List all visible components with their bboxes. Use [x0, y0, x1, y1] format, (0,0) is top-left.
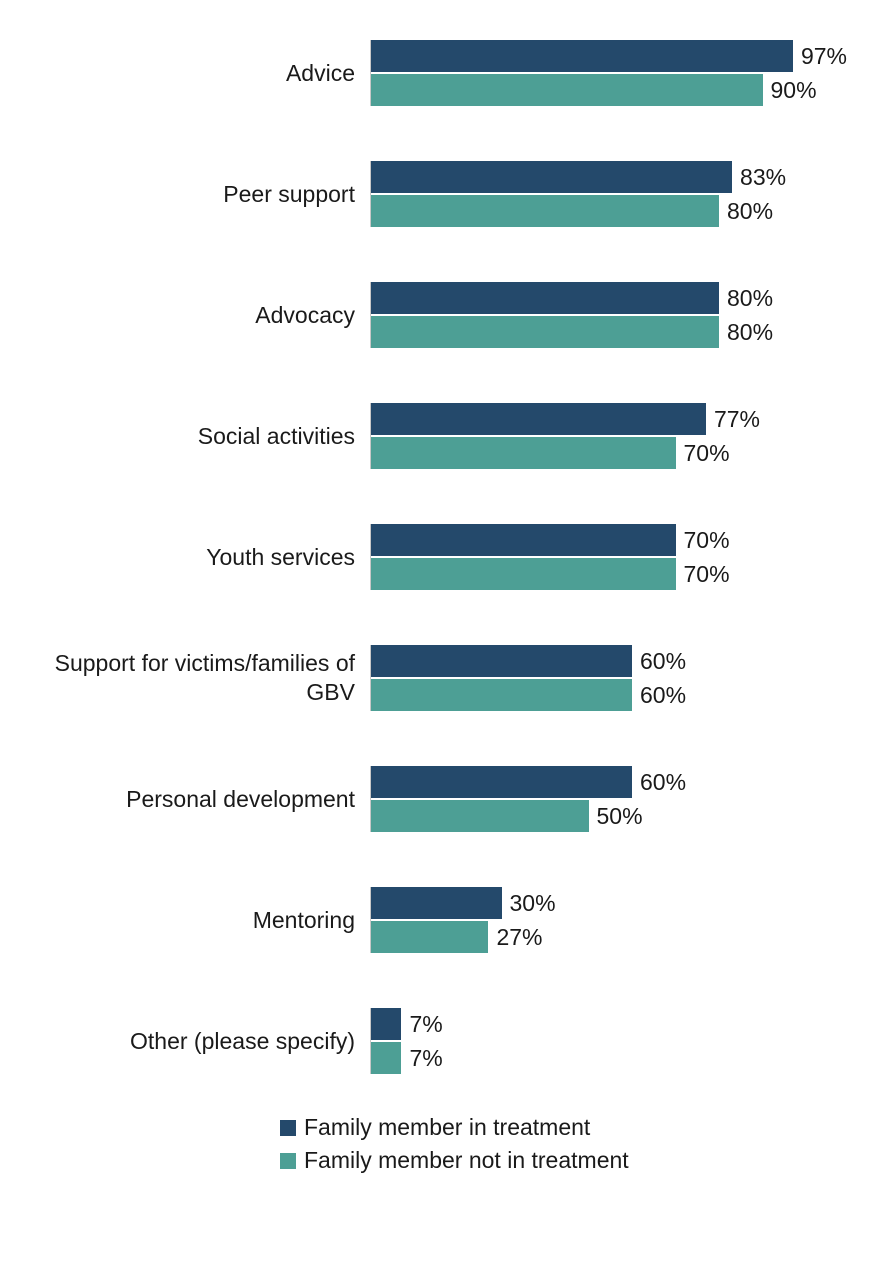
category-group: Youth services70%70%: [20, 524, 862, 590]
bars-wrap: 77%70%: [370, 403, 862, 469]
category-label: Peer support: [20, 180, 370, 209]
category-group: Advice97%90%: [20, 40, 862, 106]
bar: [371, 558, 676, 590]
bar-value-label: 83%: [740, 164, 786, 191]
bar-value-label: 60%: [640, 682, 686, 709]
bar-row: 7%: [371, 1042, 862, 1074]
bar: [371, 161, 732, 193]
bars-wrap: 70%70%: [370, 524, 862, 590]
category-label: Mentoring: [20, 906, 370, 935]
bar-value-label: 7%: [409, 1045, 442, 1072]
bar-row: 30%: [371, 887, 862, 919]
bar-row: 90%: [371, 74, 862, 106]
bar-value-label: 70%: [684, 440, 730, 467]
bar-value-label: 90%: [771, 77, 817, 104]
bar-value-label: 60%: [640, 648, 686, 675]
bar-value-label: 50%: [597, 803, 643, 830]
category-group: Social activities77%70%: [20, 403, 862, 469]
bar: [371, 74, 763, 106]
bar-row: 83%: [371, 161, 862, 193]
legend-swatch: [280, 1153, 296, 1169]
chart-container: Advice97%90%Peer support83%80%Advocacy80…: [0, 0, 882, 1210]
legend: Family member in treatment Family member …: [280, 1114, 862, 1174]
bar-row: 50%: [371, 800, 862, 832]
bar: [371, 195, 719, 227]
bar-value-label: 27%: [496, 924, 542, 951]
category-group: Other (please specify)7%7%: [20, 1008, 862, 1074]
bar-row: 70%: [371, 524, 862, 556]
bar-row: 7%: [371, 1008, 862, 1040]
category-group: Peer support83%80%: [20, 161, 862, 227]
bar-value-label: 30%: [510, 890, 556, 917]
bar-value-label: 80%: [727, 319, 773, 346]
bar-value-label: 7%: [409, 1011, 442, 1038]
bar: [371, 282, 719, 314]
bar: [371, 679, 632, 711]
bar-value-label: 80%: [727, 198, 773, 225]
bars-wrap: 7%7%: [370, 1008, 862, 1074]
bar-row: 80%: [371, 195, 862, 227]
bar-value-label: 60%: [640, 769, 686, 796]
bar: [371, 766, 632, 798]
bar-row: 97%: [371, 40, 862, 72]
bar-row: 60%: [371, 679, 862, 711]
category-label: Advocacy: [20, 301, 370, 330]
chart-area: Advice97%90%Peer support83%80%Advocacy80…: [20, 40, 862, 1104]
category-label: Other (please specify): [20, 1027, 370, 1056]
category-group: Personal development60%50%: [20, 766, 862, 832]
bar: [371, 645, 632, 677]
category-label: Support for victims/families of GBV: [20, 649, 370, 707]
bar-value-label: 77%: [714, 406, 760, 433]
bar: [371, 1042, 401, 1074]
bars-wrap: 80%80%: [370, 282, 862, 348]
bar-row: 60%: [371, 645, 862, 677]
bars-wrap: 60%50%: [370, 766, 862, 832]
bar: [371, 524, 676, 556]
legend-label: Family member not in treatment: [304, 1147, 629, 1174]
bar-row: 70%: [371, 558, 862, 590]
bars-wrap: 83%80%: [370, 161, 862, 227]
bar-row: 60%: [371, 766, 862, 798]
bar: [371, 887, 502, 919]
bar-row: 80%: [371, 316, 862, 348]
category-group: Support for victims/families of GBV60%60…: [20, 645, 862, 711]
legend-swatch: [280, 1120, 296, 1136]
bar: [371, 921, 488, 953]
bar-value-label: 80%: [727, 285, 773, 312]
bar: [371, 316, 719, 348]
category-label: Personal development: [20, 785, 370, 814]
bar-row: 77%: [371, 403, 862, 435]
bar: [371, 800, 589, 832]
legend-item: Family member in treatment: [280, 1114, 862, 1141]
category-group: Advocacy80%80%: [20, 282, 862, 348]
category-label: Advice: [20, 59, 370, 88]
bars-wrap: 60%60%: [370, 645, 862, 711]
category-group: Mentoring30%27%: [20, 887, 862, 953]
legend-label: Family member in treatment: [304, 1114, 590, 1141]
bar: [371, 1008, 401, 1040]
bar: [371, 437, 676, 469]
bar: [371, 403, 706, 435]
bars-wrap: 97%90%: [370, 40, 862, 106]
legend-item: Family member not in treatment: [280, 1147, 862, 1174]
bar: [371, 40, 793, 72]
bar-row: 70%: [371, 437, 862, 469]
bar-row: 27%: [371, 921, 862, 953]
bars-wrap: 30%27%: [370, 887, 862, 953]
bar-row: 80%: [371, 282, 862, 314]
category-label: Youth services: [20, 543, 370, 572]
category-label: Social activities: [20, 422, 370, 451]
bar-value-label: 70%: [684, 527, 730, 554]
bar-value-label: 70%: [684, 561, 730, 588]
bar-value-label: 97%: [801, 43, 847, 70]
